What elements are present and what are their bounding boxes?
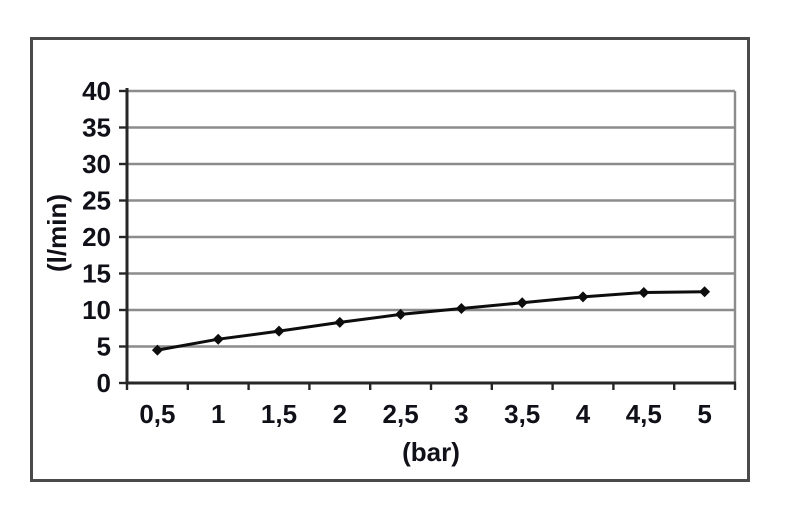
data-point-marker <box>638 286 650 298</box>
y-tick-label: 40 <box>82 76 111 106</box>
y-tick-label: 10 <box>82 295 111 325</box>
x-tick-label: 1 <box>211 399 225 429</box>
x-tick-label: 4 <box>576 399 591 429</box>
data-point-marker <box>455 303 467 315</box>
y-tick-label: 30 <box>82 149 111 179</box>
x-tick-label: 3 <box>454 399 468 429</box>
data-point-marker <box>516 297 528 309</box>
y-tick-label: 0 <box>97 368 111 398</box>
data-point-marker <box>577 291 589 303</box>
chart-frame <box>30 37 750 482</box>
data-point-marker <box>395 308 407 320</box>
x-axis-title: (bar) <box>402 437 460 467</box>
data-point-marker <box>212 333 224 345</box>
data-point-marker <box>699 286 711 298</box>
x-tick-label: 1,5 <box>261 399 297 429</box>
data-point-marker <box>151 344 163 356</box>
x-tick-label: 5 <box>697 399 711 429</box>
y-tick-label: 25 <box>82 186 111 216</box>
x-tick-label: 2 <box>333 399 347 429</box>
y-axis-title: (l/min) <box>42 194 72 272</box>
x-tick-label: 4,5 <box>626 399 662 429</box>
x-tick-label: 0,5 <box>139 399 175 429</box>
x-tick-label: 2,5 <box>383 399 419 429</box>
data-point-marker <box>334 316 346 328</box>
y-tick-label: 15 <box>82 259 111 289</box>
x-tick-label: 3,5 <box>504 399 540 429</box>
y-tick-label: 35 <box>82 113 111 143</box>
data-point-marker <box>273 325 285 337</box>
y-tick-label: 5 <box>97 332 111 362</box>
y-tick-label: 20 <box>82 222 111 252</box>
series-line-flow-rate <box>157 290 705 352</box>
